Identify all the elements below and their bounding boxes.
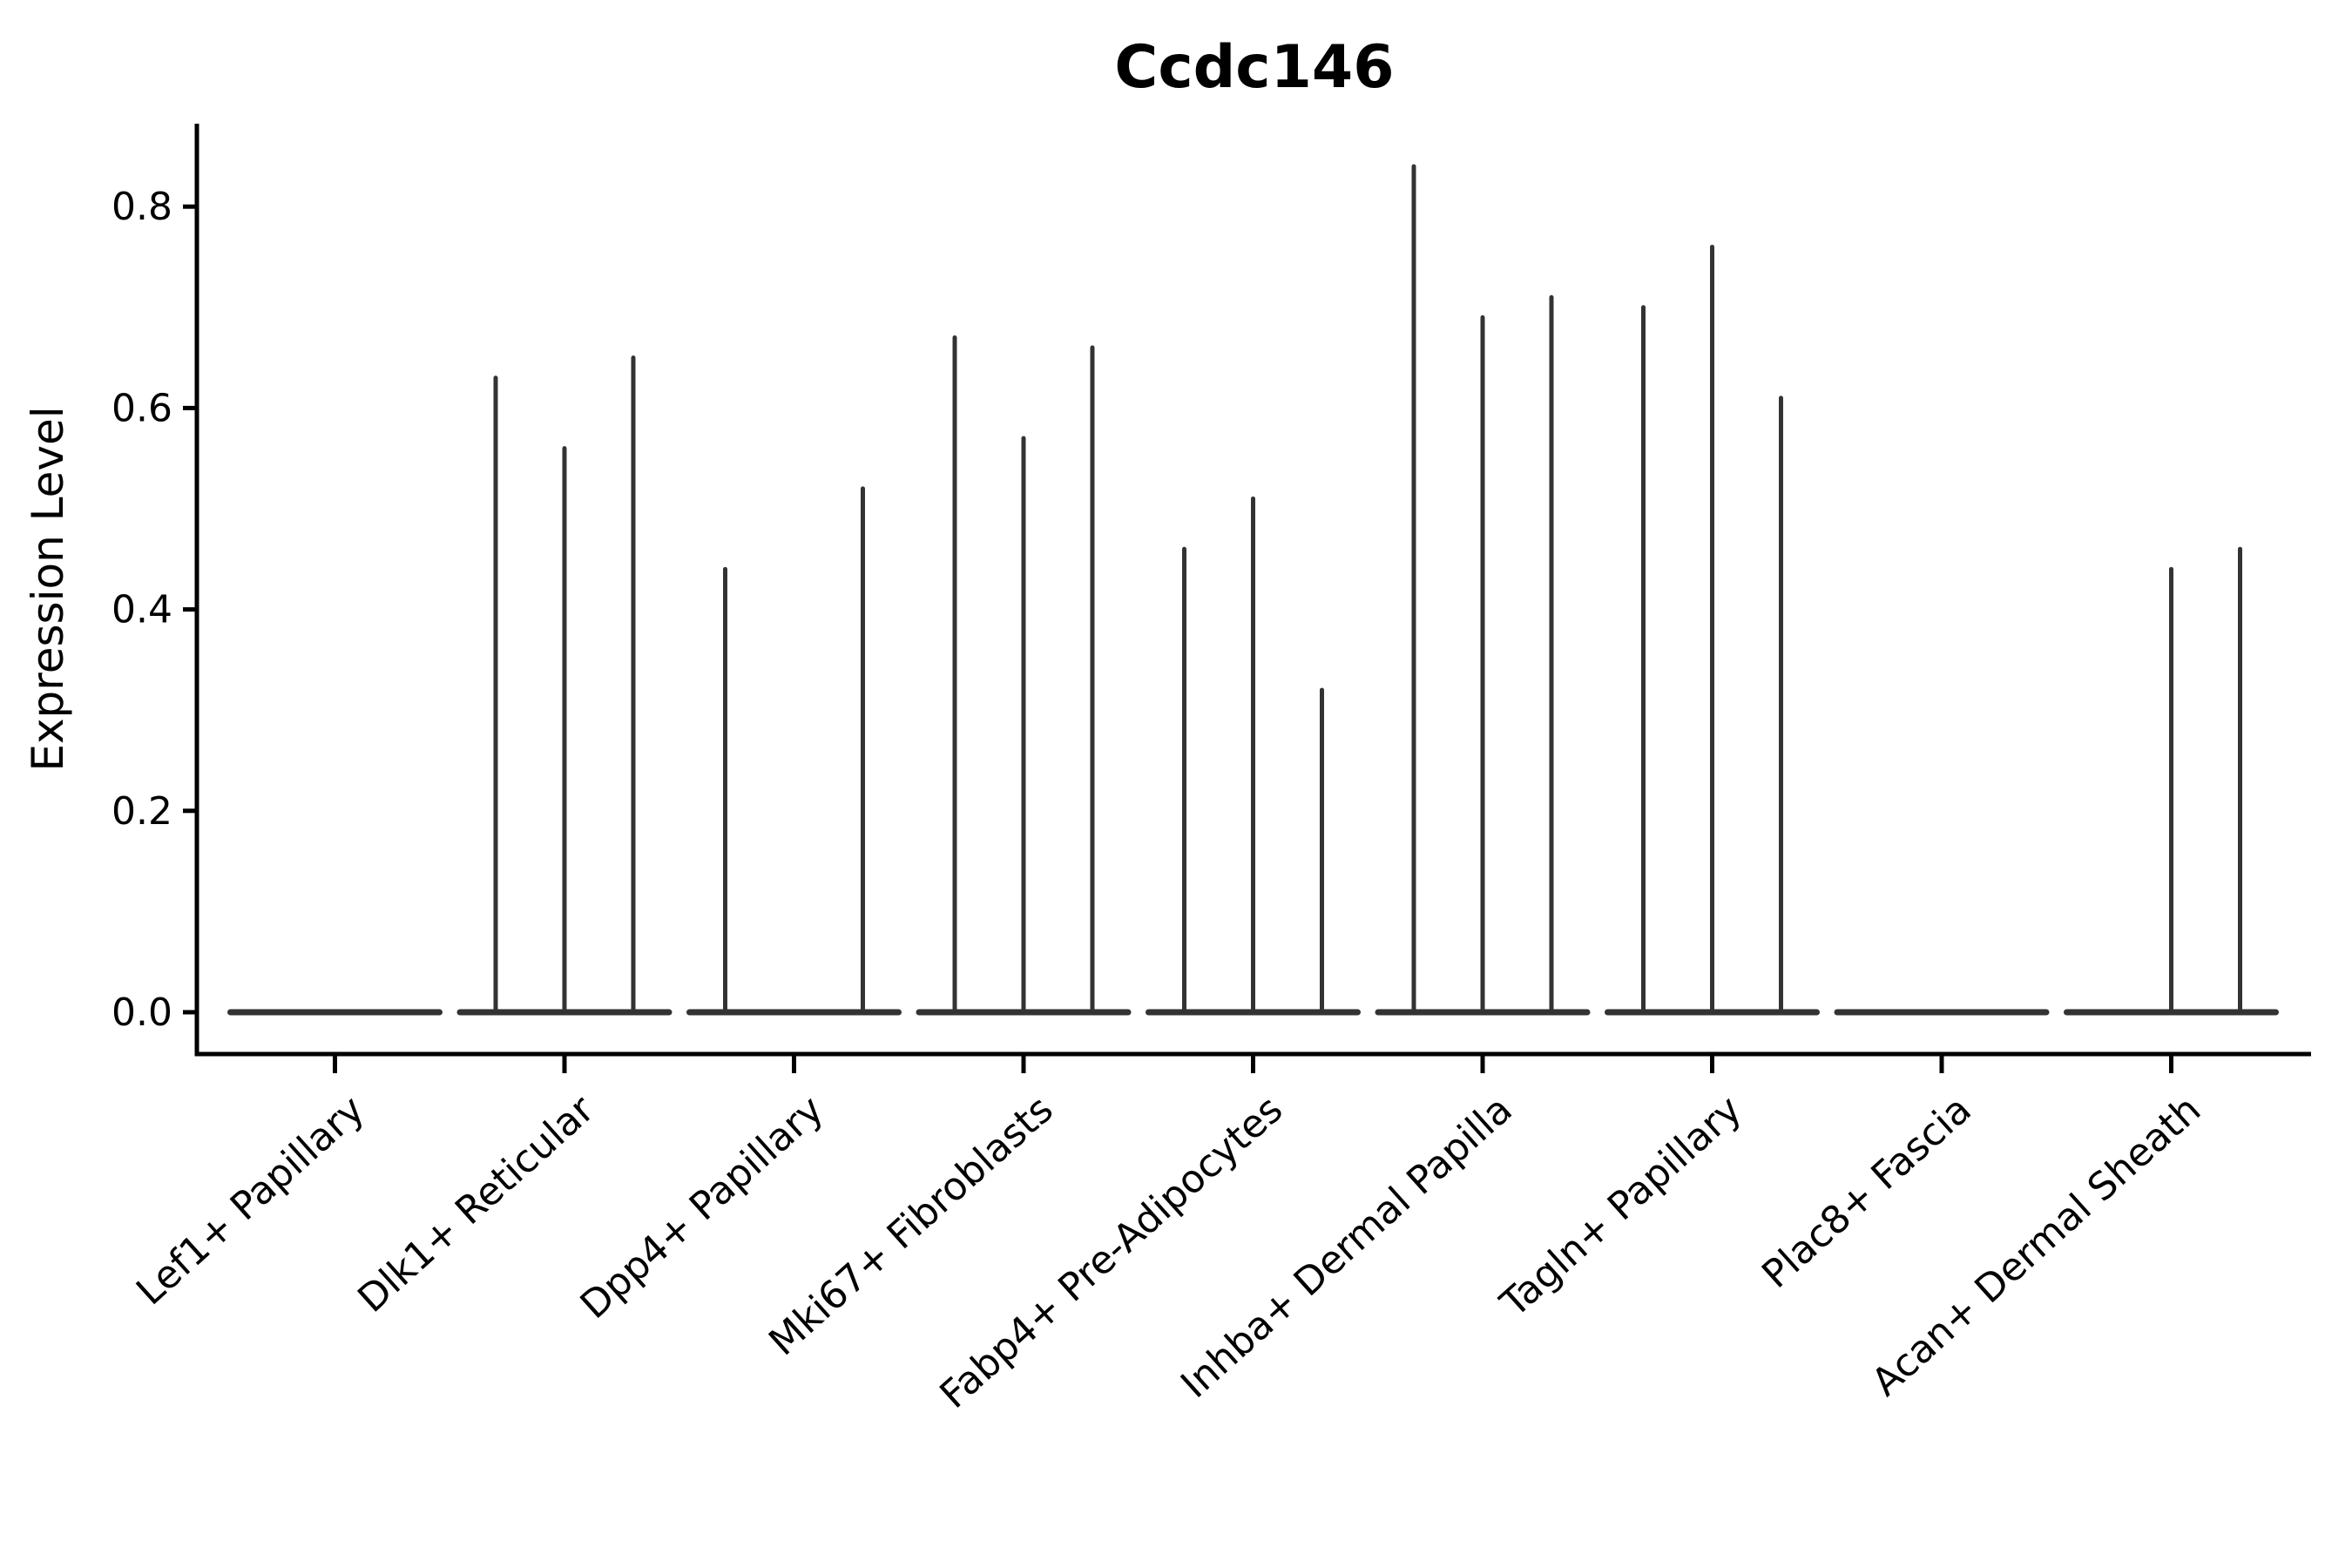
y-tick-label: 0.0	[112, 990, 172, 1035]
x-tick-label: Tagln+ Papillary	[1491, 1087, 1750, 1327]
x-tick-label: Lef1+ Papillary	[128, 1087, 373, 1314]
x-tick-label: Plac8+ Fascia	[1754, 1087, 1980, 1297]
x-tick-label: Dlk1+ Reticular	[349, 1086, 603, 1321]
y-tick-label: 0.6	[112, 386, 172, 430]
y-tick-label: 0.2	[112, 789, 172, 834]
plot-title: Ccdc146	[1114, 33, 1394, 102]
x-tick-label: Dpp4+ Papillary	[572, 1087, 833, 1328]
y-axis-label: Expression Level	[23, 406, 73, 771]
y-tick-label: 0.4	[112, 588, 172, 632]
y-tick-label: 0.8	[112, 185, 172, 229]
